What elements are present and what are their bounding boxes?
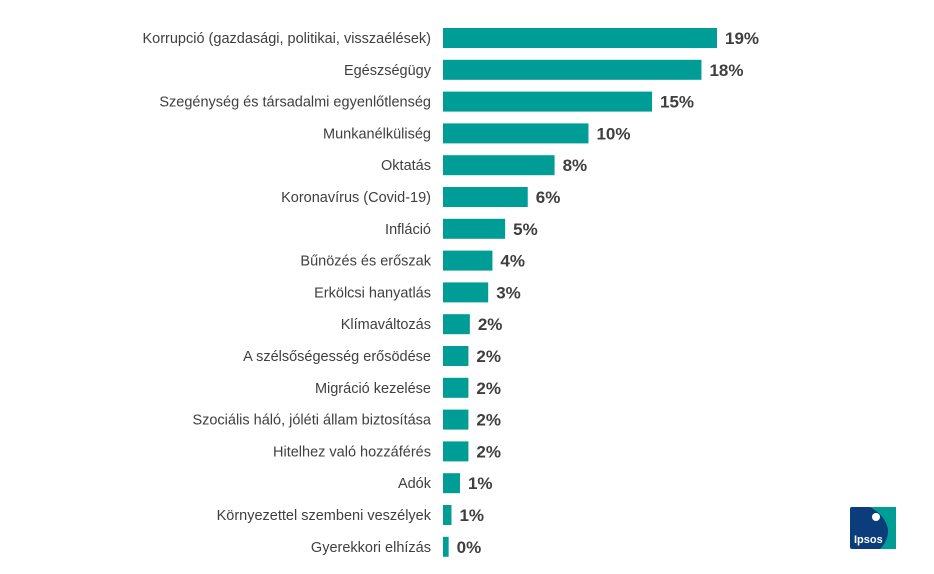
bar (443, 346, 469, 366)
category-label: Egészségügy (344, 63, 432, 79)
value-label: 2% (476, 411, 501, 430)
bar (443, 441, 469, 462)
value-label: 10% (596, 124, 630, 143)
bar (443, 59, 702, 80)
value-label: 5% (513, 220, 538, 239)
value-label: 18% (709, 61, 743, 80)
bar (443, 409, 469, 430)
category-label: Erkölcsi hanyatlás (314, 285, 431, 301)
category-label: Klímaváltozás (341, 317, 431, 333)
value-label: 1% (459, 506, 484, 525)
category-label: Szociális háló, jóléti állam biztosítása (192, 413, 431, 429)
category-label: Munkanélküliség (323, 126, 431, 142)
category-label: Migráció kezelése (315, 381, 431, 397)
category-label: Környezettel szembeni veszélyek (217, 508, 432, 524)
bar (443, 187, 528, 207)
bar (443, 123, 589, 144)
category-label: Adók (398, 476, 432, 492)
value-label: 15% (660, 93, 694, 112)
logo-swoosh (870, 507, 896, 549)
value-label: 3% (496, 283, 521, 302)
bar (443, 505, 452, 525)
bar (443, 28, 717, 48)
category-label: A szélsőségesség erősödése (243, 349, 431, 365)
logo-text: Ipsos (854, 534, 883, 546)
bar (443, 250, 493, 271)
value-label: 0% (457, 538, 482, 557)
category-label: Koronavírus (Covid-19) (281, 190, 431, 206)
bar (443, 377, 469, 398)
category-label: Korrupció (gazdasági, politikai, visszaé… (142, 31, 431, 47)
category-label: Bűnözés és erőszak (300, 254, 431, 270)
bar (443, 473, 460, 494)
bar (443, 536, 449, 557)
category-label: Infláció (385, 222, 431, 238)
logo-dot (872, 513, 880, 521)
value-label: 2% (476, 379, 501, 398)
value-label: 4% (500, 252, 525, 271)
bar (443, 155, 555, 176)
value-label: 19% (725, 29, 759, 48)
bar (443, 218, 506, 239)
value-label: 1% (468, 474, 493, 493)
bar (443, 91, 653, 112)
category-label: Hitelhez való hozzáférés (273, 444, 431, 460)
bar (443, 314, 470, 335)
category-label: Oktatás (381, 158, 431, 174)
value-label: 2% (478, 315, 503, 334)
ipsos-logo: Ipsos (850, 507, 896, 549)
bar (443, 282, 489, 303)
category-label: Gyerekkori elhízás (311, 540, 431, 556)
value-label: 8% (563, 156, 588, 175)
category-label: Szegénység és társadalmi egyenlőtlenség (159, 95, 431, 111)
value-label: 2% (476, 347, 501, 366)
value-label: 6% (536, 188, 561, 207)
value-label: 2% (476, 442, 501, 461)
